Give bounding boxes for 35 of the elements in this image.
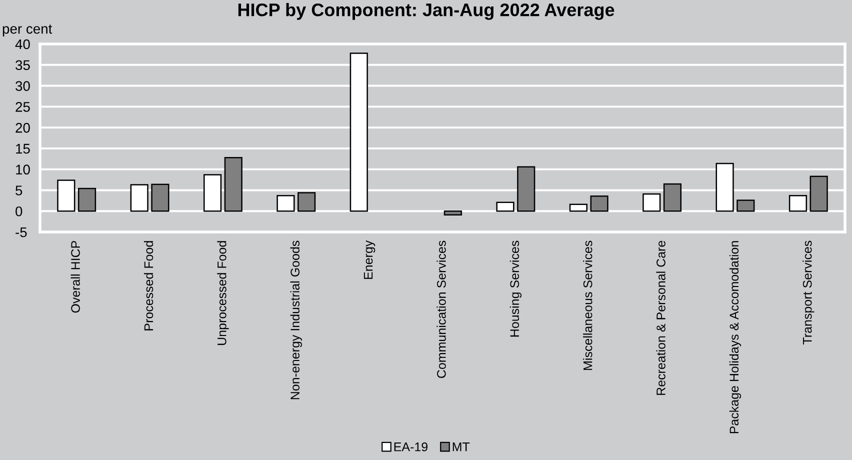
bar [590, 195, 608, 212]
y-tick-label: 30 [16, 81, 30, 91]
x-tick-label: Package Holidays & Accomodation [729, 241, 742, 434]
legend-label: EA-19 [394, 442, 428, 452]
bar [78, 188, 96, 212]
bar [444, 210, 462, 216]
bar [224, 157, 242, 212]
x-tick-label: Transport Services [802, 240, 814, 344]
x-tick-label: Overall HICP [70, 240, 80, 313]
y-tick-label: 5 [16, 186, 22, 196]
y-axis-title: per cent [2, 24, 52, 36]
bar [298, 192, 316, 212]
bar [810, 176, 828, 212]
x-tick-label: Non-energy Industrial Goods [290, 240, 302, 400]
legend-label: MT [452, 442, 470, 452]
x-tick-label: Recreation & Personal Care [656, 240, 666, 395]
x-tick-label: Communication Services [436, 240, 446, 378]
y-tick-label: 20 [16, 122, 30, 133]
y-tick-label: 0 [16, 206, 22, 216]
x-tick-label: Processed Food [144, 241, 154, 330]
bar [151, 184, 170, 212]
bar [517, 166, 536, 212]
y-tick-label: 40 [15, 39, 30, 50]
y-tick-label: 35 [16, 60, 30, 70]
y-tick-label: -5 [16, 227, 27, 238]
y-tick-label: 15 [16, 144, 30, 154]
x-tick-label: Unprocessed Food [217, 241, 229, 345]
x-tick-label: Miscellaneous Services [583, 240, 592, 370]
x-tick-label: Housing Services [510, 240, 522, 337]
x-tick-label: Energy [364, 240, 376, 279]
chart-title: HICP by Component: Jan-Aug 2022 Average [238, 3, 614, 20]
bar [663, 183, 682, 212]
bar [736, 200, 755, 212]
y-tick-label: 25 [16, 102, 30, 112]
y-tick-label: 10 [16, 164, 30, 175]
